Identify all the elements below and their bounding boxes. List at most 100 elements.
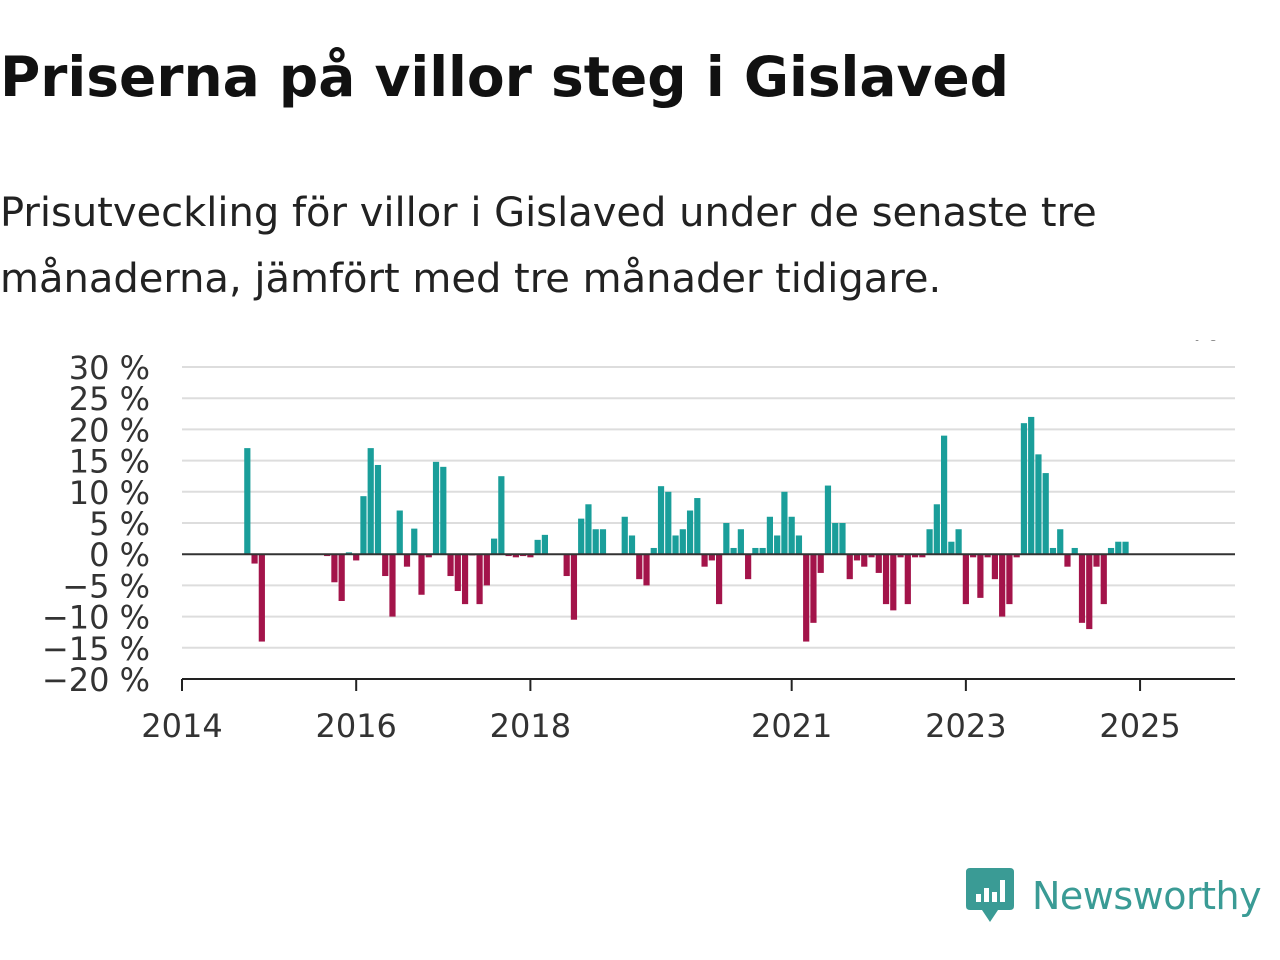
bar-positive [948,541,955,555]
bar-negative [643,554,650,586]
x-tick-label: 2023 [925,707,1006,745]
y-tick-label: −5 % [62,567,150,605]
bar-positive [440,466,447,555]
bar-negative [338,554,345,601]
bar-negative [1093,554,1100,567]
bar-negative [745,554,752,580]
bar-negative [425,554,432,558]
x-tick-label: 2016 [315,707,396,745]
bar-positive [585,504,592,555]
bar-positive [766,516,773,555]
bar-positive [432,461,440,555]
axes [181,553,1235,691]
bar-positive [1122,541,1129,555]
y-tick-label: 5 % [89,505,150,543]
bar-positive [396,510,403,555]
bar-negative [716,554,723,605]
bar-negative [904,554,911,605]
bar-negative [403,554,411,567]
bar-positive [839,523,846,555]
bar-negative [636,554,643,580]
bar-negative [1086,554,1093,630]
bar-positive [788,516,795,555]
bar-negative [331,554,338,583]
bar-negative [701,554,708,567]
bar-positive [795,535,803,555]
bar-negative [853,554,861,561]
bar-positive [1071,547,1078,555]
bar-positive [1035,454,1042,555]
bars [244,416,1129,642]
bar-positive [498,476,505,555]
bar-positive [686,510,694,555]
bar-positive [1020,423,1028,555]
bar-negative [382,554,389,577]
bar-negative [1064,554,1071,567]
bar-negative [461,554,469,605]
bar-positive [1042,473,1049,555]
bar-negative [258,554,265,642]
chart-title: Priserna på villor steg i Gislaved [0,45,1010,109]
bar-negative [527,554,534,558]
bar-negative [919,554,926,558]
bar-negative [817,554,824,573]
bar-positive [926,529,933,555]
bar-negative [897,554,904,558]
bar-negative [970,554,977,558]
bar-positive [578,518,585,555]
latest-value-label: 2 % [1156,340,1221,349]
bar-positive [1057,529,1064,555]
bar-negative [1006,554,1013,605]
bar-negative [810,554,817,623]
bar-negative [353,554,360,561]
bar-negative [570,554,578,620]
bar-negative [984,554,991,558]
brand-name: Newsworthy [1032,874,1262,918]
newsworthy-chart-bubble-icon [966,868,1014,922]
bar-negative [882,554,890,605]
bar-negative [962,554,969,605]
bar-negative [418,554,425,595]
x-tick-label: 2021 [751,707,832,745]
y-tick-label: −15 % [42,630,150,668]
bar-positive [694,498,701,555]
bar-positive [824,485,832,555]
bar-negative [1078,554,1086,623]
bar-negative [454,554,461,592]
labels: 30 %25 %20 %15 %10 %5 %0 %−5 %−10 %−15 %… [42,340,1224,745]
bar-positive [374,464,382,555]
bar-positive [592,529,599,555]
bar-positive [933,504,940,555]
bar-positive [679,529,686,555]
bar-negative [447,554,454,577]
bar-positive [672,535,679,555]
y-tick-label: 20 % [69,411,150,449]
y-tick-label: −10 % [42,599,150,637]
bar-negative [251,554,258,564]
bar-positive [1115,541,1122,555]
x-tick-label: 2025 [1099,707,1180,745]
gridlines [182,366,1235,649]
bar-negative [389,554,396,617]
y-tick-label: 15 % [69,443,150,481]
bar-positive [665,491,672,555]
bar-negative [563,554,570,577]
bar-positive [832,523,839,555]
bar-positive [367,448,374,555]
newsworthy-logo: Newsworthy [964,864,1262,928]
bar-positive [650,547,657,555]
bar-positive [534,539,541,555]
bar-positive [774,535,781,555]
bar-negative [875,554,882,573]
bar-positive [411,528,418,555]
bar-negative [999,554,1006,617]
bar-positive [955,529,962,555]
bar-positive [781,491,788,555]
bar-negative [1013,554,1020,558]
bar-positive [752,547,759,555]
bar-negative [977,554,984,598]
bar-negative [708,554,715,561]
y-tick-label: −20 % [42,661,150,699]
x-tick-label: 2014 [141,707,222,745]
bar-negative [890,554,897,611]
